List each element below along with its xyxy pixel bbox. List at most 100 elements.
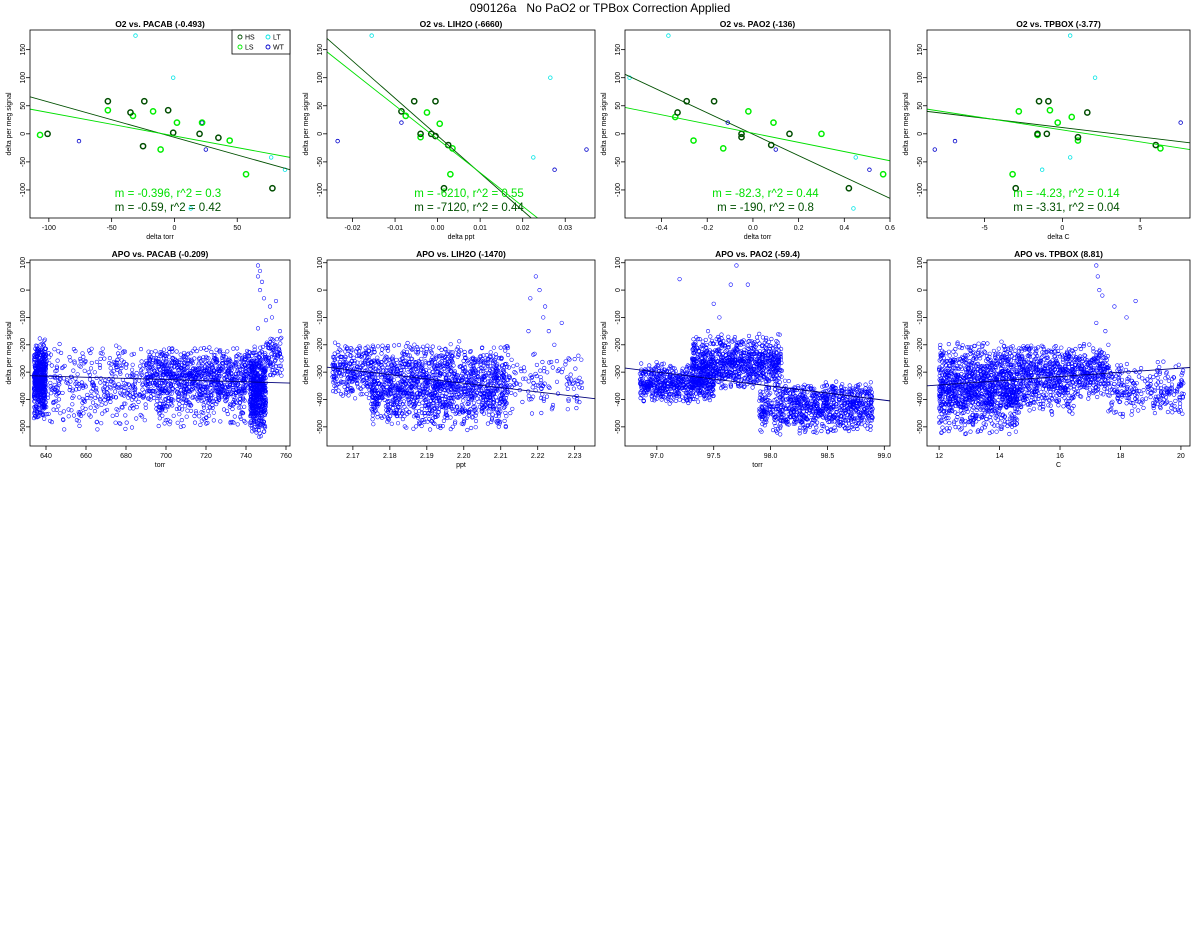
data-point [109, 362, 114, 367]
data-point [434, 414, 439, 419]
data-point [204, 415, 209, 420]
data-point [170, 346, 175, 351]
y-tick-label: -100 [615, 310, 622, 324]
y-tick-label: 100 [317, 72, 324, 84]
data-point [566, 397, 571, 402]
data-point [139, 371, 144, 376]
data-point [446, 349, 451, 354]
data-point [192, 420, 198, 425]
data-point [198, 370, 203, 375]
data-point [538, 375, 543, 380]
data-point [147, 388, 152, 393]
data-point [388, 358, 393, 363]
data-point [506, 352, 511, 358]
point-lt [1067, 155, 1073, 160]
data-point [684, 395, 689, 400]
data-point [443, 346, 448, 351]
data-point [67, 355, 72, 360]
data-point [249, 372, 254, 377]
data-point [211, 398, 216, 404]
data-point [127, 388, 132, 393]
data-point [209, 349, 214, 355]
data-point [36, 398, 41, 403]
data-point [95, 394, 100, 399]
point-ls [1009, 170, 1016, 178]
data-point [458, 394, 463, 399]
x-tick-label: 2.18 [383, 453, 397, 460]
point-ls [818, 130, 825, 138]
data-point [526, 329, 531, 334]
data-point [330, 374, 335, 379]
data-point [412, 384, 417, 389]
data-point [487, 409, 492, 414]
data-point [396, 342, 402, 348]
data-point [495, 420, 500, 426]
data-point [410, 362, 415, 367]
data-point [263, 375, 268, 380]
data-point [388, 368, 393, 373]
data-point [214, 402, 219, 407]
data-point [103, 378, 108, 383]
data-point [572, 395, 577, 400]
data-point [375, 375, 380, 380]
data-point [113, 389, 118, 394]
data-point [422, 353, 427, 359]
fit-line-ls [30, 108, 290, 158]
data-point [395, 385, 400, 390]
data-point [211, 418, 216, 423]
data-point [349, 379, 355, 385]
data-point [59, 350, 64, 355]
data-point [164, 385, 169, 390]
data-point [203, 372, 208, 377]
y-tick-label: 150 [317, 44, 324, 56]
point-hs [410, 97, 418, 105]
data-point [559, 320, 564, 325]
point-ls [417, 133, 424, 141]
data-point [40, 382, 46, 388]
legend-label-lt: LT [273, 35, 281, 42]
data-point [568, 372, 573, 377]
y-tick-label: -400 [20, 392, 27, 406]
data-point [345, 373, 350, 378]
data-point [394, 407, 399, 412]
data-point [182, 404, 188, 409]
data-point [692, 397, 697, 402]
data-point [275, 371, 280, 376]
data-point [411, 402, 416, 407]
data-point [533, 371, 538, 376]
data-point [392, 394, 397, 399]
data-point [437, 398, 442, 403]
data-point [172, 356, 177, 361]
data-point [481, 366, 486, 371]
data-point [441, 405, 446, 410]
data-point [483, 407, 488, 412]
data-point [163, 408, 168, 413]
data-point [571, 386, 576, 391]
data-point [70, 402, 75, 407]
data-point [255, 263, 261, 268]
data-point [88, 405, 93, 410]
x-tick-label: 0.03 [558, 225, 572, 232]
y-tick-label: -100 [917, 183, 924, 197]
point-ls [1068, 113, 1076, 121]
data-point [156, 423, 161, 429]
point-wt [203, 147, 209, 152]
data-point [258, 434, 263, 439]
point-ls [173, 119, 181, 126]
data-point [423, 361, 428, 366]
data-point [89, 394, 94, 399]
data-point [154, 388, 159, 393]
data-point [416, 384, 421, 389]
data-point [402, 404, 407, 409]
data-point [509, 390, 514, 395]
data-point [350, 347, 355, 352]
data-point [175, 362, 180, 367]
data-point [155, 398, 160, 404]
data-point [500, 368, 505, 373]
data-point [416, 409, 422, 414]
data-point [169, 391, 174, 396]
data-point [47, 361, 52, 366]
data-point [163, 397, 168, 402]
data-point [197, 414, 202, 419]
data-point [199, 392, 204, 398]
